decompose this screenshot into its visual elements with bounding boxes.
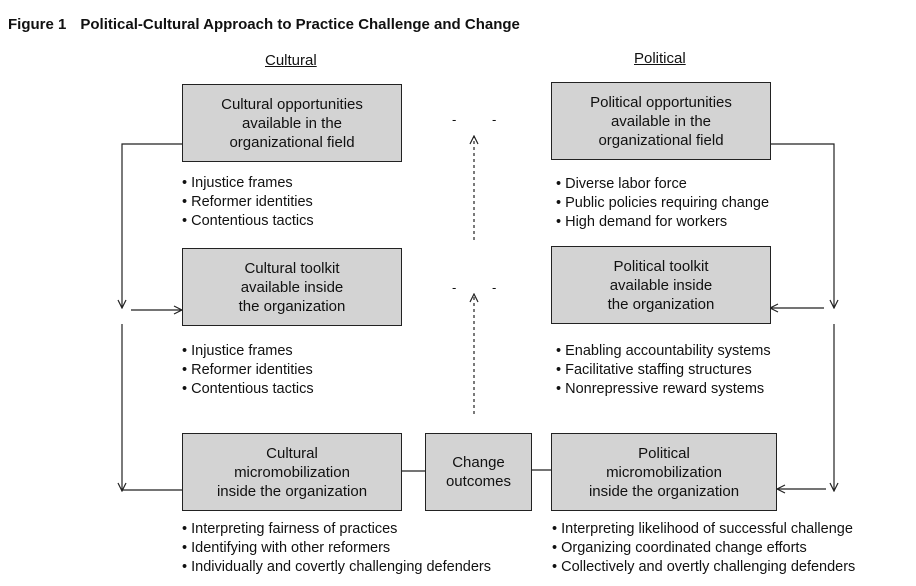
list-item: Diverse labor force — [556, 175, 769, 194]
box-line: the organization — [607, 295, 715, 313]
change-outcomes-box: Change outcomes — [425, 433, 532, 511]
box-line: Cultural — [266, 444, 318, 462]
box-line: micromobilization — [606, 463, 722, 481]
tick-mark: - — [492, 112, 497, 127]
box-line: Cultural toolkit — [244, 259, 340, 277]
cultural-micromobilization-box: Cultural micromobilization inside the or… — [182, 433, 402, 511]
cultural-micromobilization-bullets: Interpreting fairness of practices Ident… — [182, 520, 491, 577]
box-line: Cultural opportunities — [221, 95, 363, 113]
box-line: inside the organization — [588, 482, 740, 500]
list-item: Contentious tactics — [182, 212, 314, 231]
tick-mark: - — [492, 280, 497, 295]
political-opportunities-bullets: Diverse labor force Public policies requ… — [556, 175, 769, 232]
political-opportunities-box: Political opportunities available in the… — [551, 82, 771, 160]
box-line: the organization — [238, 297, 346, 315]
figure-number: Figure 1 — [8, 16, 67, 33]
box-line: available in the — [610, 112, 712, 130]
list-item: Injustice frames — [182, 174, 314, 193]
list-item: Collectively and overtly challenging def… — [552, 558, 855, 577]
cultural-toolkit-box: Cultural toolkit available inside the or… — [182, 248, 402, 326]
cultural-opportunities-bullets: Injustice frames Reformer identities Con… — [182, 174, 314, 231]
political-micromobilization-bullets: Interpreting likelihood of successful ch… — [552, 520, 855, 577]
list-item: Interpreting fairness of practices — [182, 520, 491, 539]
list-item: Reformer identities — [182, 193, 314, 212]
list-item: Injustice frames — [182, 342, 314, 361]
box-line: available inside — [609, 276, 713, 294]
box-line: available in the — [241, 114, 343, 132]
box-line: inside the organization — [216, 482, 368, 500]
box-line: available inside — [240, 278, 344, 296]
box-line: organizational field — [229, 133, 355, 151]
right-connector-upper — [771, 143, 834, 308]
list-item: Interpreting likelihood of successful ch… — [552, 520, 855, 539]
political-toolkit-box: Political toolkit available inside the o… — [551, 246, 771, 324]
box-line: outcomes — [445, 473, 512, 490]
figure-title-text: Political-Cultural Approach to Practice … — [80, 16, 520, 33]
cultural-toolkit-bullets: Injustice frames Reformer identities Con… — [182, 342, 314, 399]
cultural-opportunities-box: Cultural opportunities available in the … — [182, 84, 402, 162]
political-micromobilization-box: Political micromobilization inside the o… — [551, 433, 777, 511]
list-item: Identifying with other reformers — [182, 539, 491, 558]
list-item: Enabling accountability systems — [556, 342, 771, 361]
political-column-heading: Political — [634, 50, 686, 67]
box-line: Political — [638, 444, 690, 462]
box-line: Change — [452, 454, 505, 471]
list-item: High demand for workers — [556, 213, 769, 232]
figure-title: Figure 1 Political-Cultural Approach to P… — [8, 16, 520, 33]
box-line: organizational field — [598, 131, 724, 149]
list-item: Nonrepressive reward systems — [556, 380, 771, 399]
box-line: Political toolkit — [613, 257, 709, 275]
list-item: Individually and covertly challenging de… — [182, 558, 491, 577]
list-item: Contentious tactics — [182, 380, 314, 399]
list-item: Organizing coordinated change efforts — [552, 539, 855, 558]
list-item: Reformer identities — [182, 361, 314, 380]
cultural-column-heading: Cultural — [265, 52, 317, 69]
box-line: micromobilization — [234, 463, 350, 481]
list-item: Facilitative staffing structures — [556, 361, 771, 380]
tick-mark: - — [452, 280, 457, 295]
tick-mark: - — [452, 112, 457, 127]
political-toolkit-bullets: Enabling accountability systems Facilita… — [556, 342, 771, 399]
list-item: Public policies requiring change — [556, 194, 769, 213]
left-connector-upper — [122, 143, 183, 308]
box-line: Political opportunities — [590, 93, 732, 111]
